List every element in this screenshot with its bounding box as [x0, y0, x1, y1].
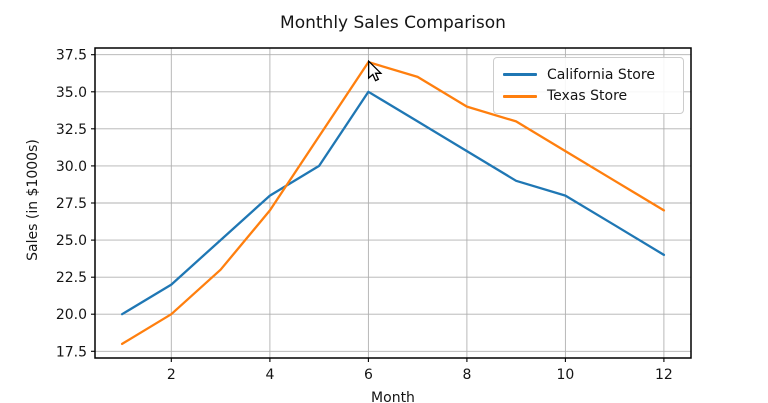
legend-item-california: California Store — [503, 67, 674, 83]
y-tick-label: 25.0 — [56, 233, 87, 249]
y-tick-label: 17.5 — [56, 344, 87, 360]
x-axis-label: Month — [371, 390, 415, 403]
series-line-0 — [120, 90, 666, 316]
series-line-1 — [120, 60, 666, 346]
legend-item-texas: Texas Store — [503, 88, 674, 104]
legend-label-texas: Texas Store — [547, 88, 628, 105]
legend-label-california: California Store — [547, 66, 655, 83]
x-tick-label: 6 — [364, 367, 373, 383]
y-tick-label: 22.5 — [56, 270, 87, 286]
x-tick-label: 4 — [265, 367, 274, 383]
y-tick-label: 37.5 — [56, 48, 87, 64]
y-tick-label: 35.0 — [56, 85, 87, 101]
chart-title: Monthly Sales Comparison — [280, 13, 506, 33]
y-tick-label: 27.5 — [56, 196, 87, 212]
y-tick-label: 32.5 — [56, 122, 87, 138]
legend: California Store Texas Store — [493, 57, 684, 114]
x-tick-label: 8 — [462, 367, 471, 383]
legend-line-swatch-texas — [503, 95, 537, 98]
y-tick-label: 20.0 — [56, 307, 87, 323]
x-tick-label: 12 — [655, 367, 673, 383]
y-tick-label: 30.0 — [56, 159, 87, 175]
x-tick-label: 2 — [167, 367, 176, 383]
legend-line-swatch-california — [503, 73, 537, 76]
y-axis-label: Sales (in $1000s) — [25, 139, 41, 261]
x-tick-label: 10 — [556, 367, 574, 383]
